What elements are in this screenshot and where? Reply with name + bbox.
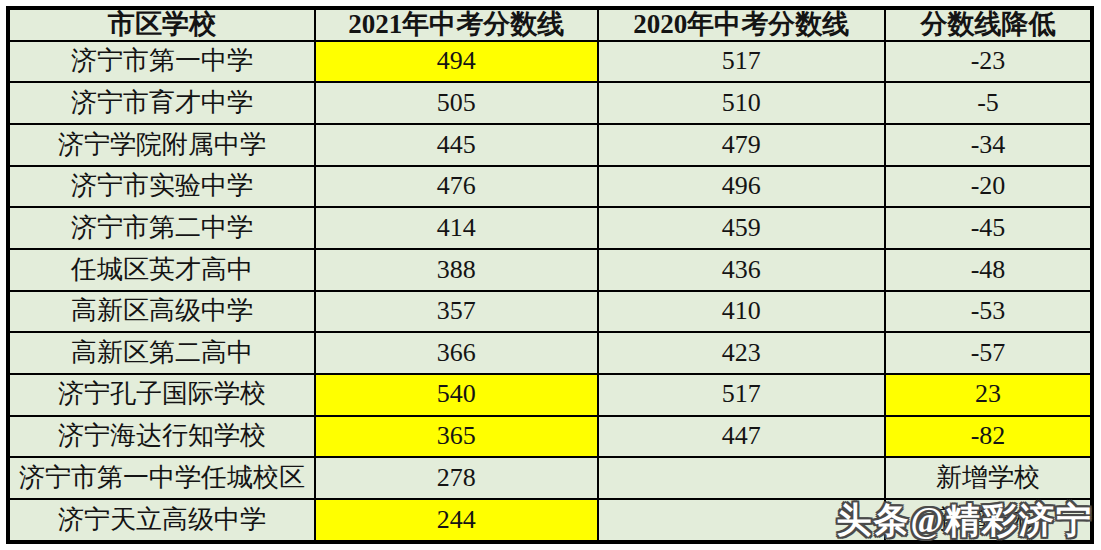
- score-2020-cell: 496: [598, 166, 885, 208]
- score-2020-cell: 479: [598, 124, 885, 166]
- table-row: 高新区第二高中366423-57: [8, 332, 1092, 374]
- change-cell: -57: [885, 332, 1092, 374]
- score-2021-cell: 476: [315, 166, 598, 208]
- school-cell: 济宁海达行知学校: [8, 416, 315, 458]
- change-cell: -82: [885, 416, 1092, 458]
- table-row: 济宁海达行知学校365447-82: [8, 416, 1092, 458]
- change-cell: -53: [885, 291, 1092, 333]
- change-cell: 新增学校: [885, 457, 1092, 499]
- score-2020-cell: 410: [598, 291, 885, 333]
- score-2020-cell: 447: [598, 416, 885, 458]
- school-cell: 济宁市第二中学: [8, 207, 315, 249]
- col-header-score-2020: 2020年中考分数线: [598, 8, 885, 41]
- score-2021-cell: 244: [315, 499, 598, 542]
- change-cell: 新增学校: [885, 499, 1092, 542]
- table-row: 高新区高级中学357410-53: [8, 291, 1092, 333]
- school-cell: 济宁市实验中学: [8, 166, 315, 208]
- table-row: 任城区英才高中388436-48: [8, 249, 1092, 291]
- score-2021-cell: 388: [315, 249, 598, 291]
- col-header-change: 分数线降低: [885, 8, 1092, 41]
- change-cell: -45: [885, 207, 1092, 249]
- score-table-image: 市区学校 2021年中考分数线 2020年中考分数线 分数线降低 济宁市第一中学…: [0, 0, 1101, 550]
- score-2021-cell: 365: [315, 416, 598, 458]
- table-row: 济宁市实验中学476496-20: [8, 166, 1092, 208]
- table-body: 济宁市第一中学494517-23济宁市育才中学505510-5济宁学院附属中学4…: [8, 41, 1092, 542]
- change-cell: -23: [885, 41, 1092, 83]
- table-row: 济宁市第一中学494517-23: [8, 41, 1092, 83]
- score-2020-cell: 423: [598, 332, 885, 374]
- table-row: 济宁孔子国际学校54051723: [8, 374, 1092, 416]
- school-cell: 济宁学院附属中学: [8, 124, 315, 166]
- score-2021-cell: 357: [315, 291, 598, 333]
- score-2020-cell: 436: [598, 249, 885, 291]
- score-2020-cell: 510: [598, 82, 885, 124]
- score-2021-cell: 540: [315, 374, 598, 416]
- score-2020-cell: 459: [598, 207, 885, 249]
- score-2021-cell: 366: [315, 332, 598, 374]
- score-2020-cell: 517: [598, 374, 885, 416]
- score-2021-cell: 505: [315, 82, 598, 124]
- school-cell: 济宁市第一中学: [8, 41, 315, 83]
- school-cell: 高新区高级中学: [8, 291, 315, 333]
- school-cell: 济宁孔子国际学校: [8, 374, 315, 416]
- table-row: 济宁学院附属中学445479-34: [8, 124, 1092, 166]
- header-row: 市区学校 2021年中考分数线 2020年中考分数线 分数线降低: [8, 8, 1092, 41]
- change-cell: 23: [885, 374, 1092, 416]
- score-2020-cell: [598, 457, 885, 499]
- school-cell: 高新区第二高中: [8, 332, 315, 374]
- school-cell: 任城区英才高中: [8, 249, 315, 291]
- change-cell: -20: [885, 166, 1092, 208]
- score-2021-cell: 445: [315, 124, 598, 166]
- col-header-score-2021: 2021年中考分数线: [315, 8, 598, 41]
- score-2020-cell: [598, 499, 885, 542]
- change-cell: -34: [885, 124, 1092, 166]
- change-cell: -48: [885, 249, 1092, 291]
- table-row: 济宁市第二中学414459-45: [8, 207, 1092, 249]
- table-row: 济宁市第一中学任城校区278 新增学校: [8, 457, 1092, 499]
- score-2020-cell: 517: [598, 41, 885, 83]
- score-2021-cell: 494: [315, 41, 598, 83]
- school-cell: 济宁市育才中学: [8, 82, 315, 124]
- score-2021-cell: 278: [315, 457, 598, 499]
- table-row: 济宁市育才中学505510-5: [8, 82, 1092, 124]
- school-cell: 济宁市第一中学任城校区: [8, 457, 315, 499]
- col-header-school: 市区学校: [8, 8, 315, 41]
- table-row: 济宁天立高级中学244 新增学校: [8, 499, 1092, 542]
- score-2021-cell: 414: [315, 207, 598, 249]
- school-cell: 济宁天立高级中学: [8, 499, 315, 542]
- score-table: 市区学校 2021年中考分数线 2020年中考分数线 分数线降低 济宁市第一中学…: [6, 6, 1094, 544]
- change-cell: -5: [885, 82, 1092, 124]
